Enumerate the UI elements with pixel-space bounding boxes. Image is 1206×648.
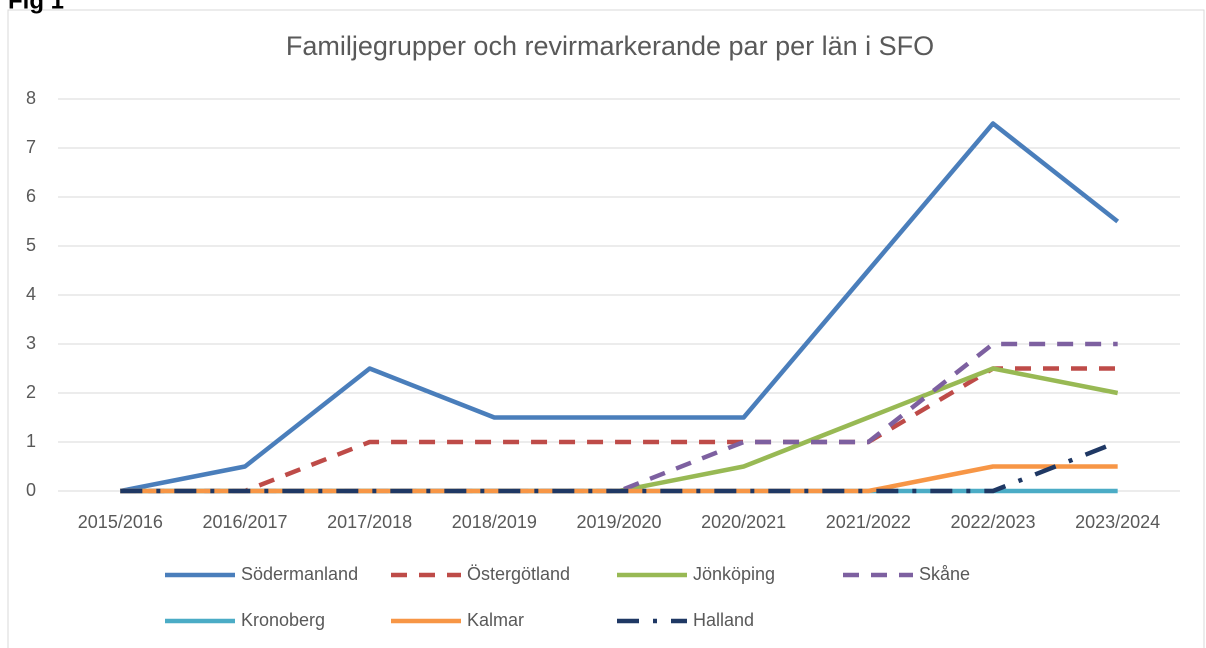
series-line <box>119 121 1120 494</box>
x-tick-label: 2018/2019 <box>452 512 537 532</box>
legend-label: Kalmar <box>467 610 524 630</box>
y-tick-label: 0 <box>26 480 36 500</box>
legend-label: Östergötland <box>467 564 570 584</box>
legend-label: Halland <box>693 610 754 630</box>
x-tick-label: 2017/2018 <box>327 512 412 532</box>
chart-border <box>7 9 1205 648</box>
y-tick-label: 7 <box>26 137 36 157</box>
legend-label: Södermanland <box>241 564 358 584</box>
y-tick-label: 3 <box>26 333 36 353</box>
x-tick-label: 2022/2023 <box>950 512 1035 532</box>
series-line <box>120 439 1119 494</box>
y-tick-label: 5 <box>26 235 36 255</box>
y-tick-label: 1 <box>26 431 36 451</box>
x-tick-label: 2020/2021 <box>701 512 786 532</box>
series-line <box>120 366 1118 494</box>
x-tick-label: 2023/2024 <box>1075 512 1160 532</box>
y-tick-label: 2 <box>26 382 36 402</box>
x-tick-label: 2021/2022 <box>826 512 911 532</box>
y-tick-label: 8 <box>26 88 36 108</box>
chart-title: Familjegrupper och revirmarkerande par p… <box>286 31 934 61</box>
legend-label: Kronoberg <box>241 610 325 630</box>
figure-label: Fig 1 <box>8 0 64 14</box>
y-tick-label: 6 <box>26 186 36 206</box>
y-tick-label: 4 <box>26 284 36 304</box>
x-tick-label: 2019/2020 <box>576 512 661 532</box>
legend-label: Skåne <box>919 564 970 584</box>
legend-label: Jönköping <box>693 564 775 584</box>
x-tick-label: 2015/2016 <box>78 512 163 532</box>
x-tick-label: 2016/2017 <box>202 512 287 532</box>
